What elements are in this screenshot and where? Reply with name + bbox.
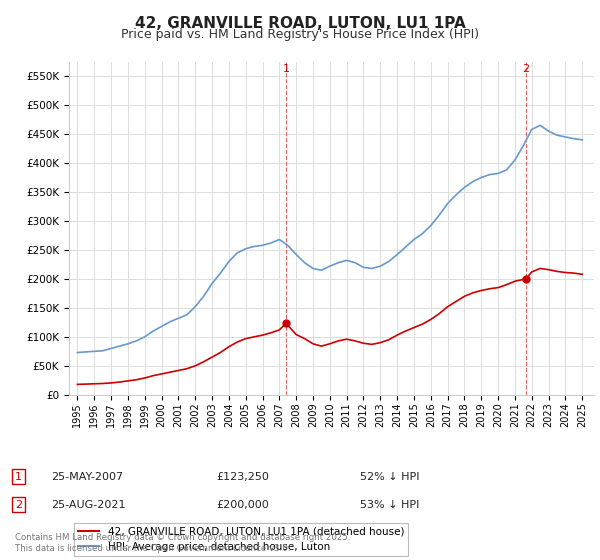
Text: Price paid vs. HM Land Registry's House Price Index (HPI): Price paid vs. HM Land Registry's House … (121, 28, 479, 41)
Text: £200,000: £200,000 (216, 500, 269, 510)
Text: Contains HM Land Registry data © Crown copyright and database right 2025.
This d: Contains HM Land Registry data © Crown c… (15, 533, 350, 553)
Text: 25-AUG-2021: 25-AUG-2021 (51, 500, 125, 510)
Text: 25-MAY-2007: 25-MAY-2007 (51, 472, 123, 482)
Text: £123,250: £123,250 (216, 472, 269, 482)
Text: 53% ↓ HPI: 53% ↓ HPI (360, 500, 419, 510)
Text: 52% ↓ HPI: 52% ↓ HPI (360, 472, 419, 482)
Text: 42, GRANVILLE ROAD, LUTON, LU1 1PA: 42, GRANVILLE ROAD, LUTON, LU1 1PA (134, 16, 466, 31)
Text: 2: 2 (15, 500, 22, 510)
Text: 2: 2 (522, 64, 529, 74)
Text: 1: 1 (283, 64, 290, 74)
Legend: 42, GRANVILLE ROAD, LUTON, LU1 1PA (detached house), HPI: Average price, detache: 42, GRANVILLE ROAD, LUTON, LU1 1PA (deta… (74, 522, 408, 556)
Text: 1: 1 (15, 472, 22, 482)
